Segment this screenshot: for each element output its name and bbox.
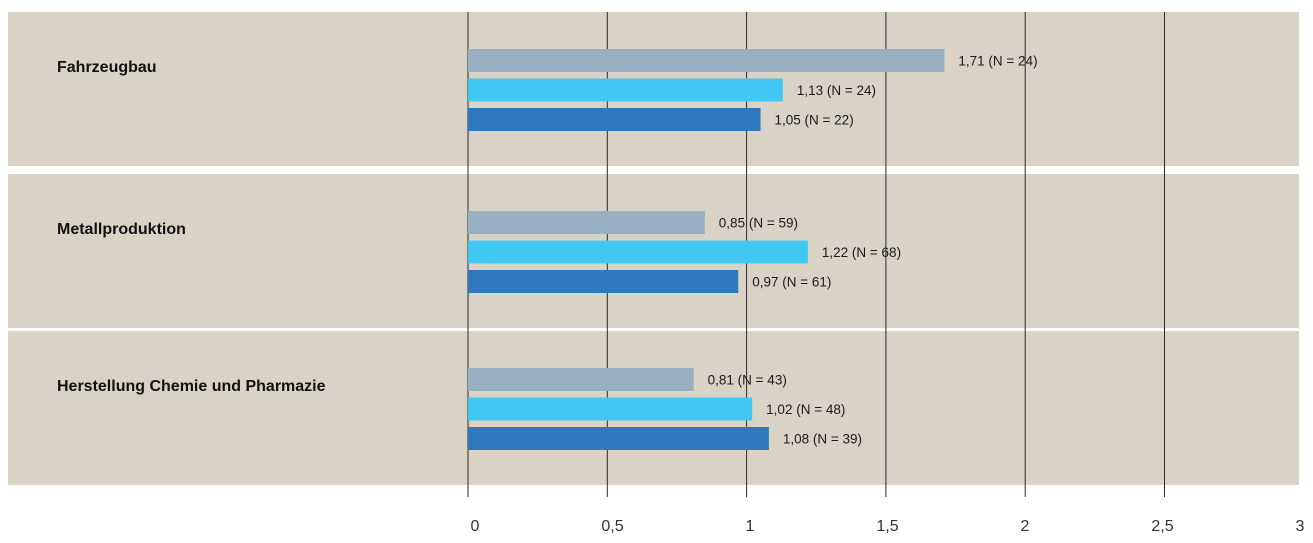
bar-herstellung-chemie-und-pharmazie-series-1 xyxy=(468,368,694,391)
x-tick-label: 3 xyxy=(1296,518,1305,535)
value-label: 0,81 (N = 43) xyxy=(708,373,787,388)
bar-fahrzeugbau-series-1 xyxy=(468,49,945,72)
x-axis-ticks: 0 0,5 1 1,5 2 2,5 3 xyxy=(471,518,1305,535)
x-tick-label: 1 xyxy=(746,518,755,535)
category-label: Metallproduktion xyxy=(57,221,186,238)
bar-metallproduktion-series-3 xyxy=(468,270,739,293)
x-tick-label: 2 xyxy=(1021,518,1030,535)
value-labels: 1,71 (N = 24) 1,13 (N = 24) 1,05 (N = 22) 0… xyxy=(708,54,1038,447)
x-tick-label: 0 xyxy=(471,518,480,535)
bar-herstellung-chemie-und-pharmazie-series-2 xyxy=(468,397,753,421)
value-label: 1,05 (N = 22) xyxy=(775,113,854,128)
value-label: 1,02 (N = 48) xyxy=(766,402,845,417)
bar-herstellung-chemie-und-pharmazie-series-3 xyxy=(468,427,769,450)
value-label: 1,13 (N = 24) xyxy=(797,83,876,98)
value-label: 1,71 (N = 24) xyxy=(958,54,1037,69)
value-label: 0,85 (N = 59) xyxy=(719,216,798,231)
value-label: 1,22 (N = 68) xyxy=(822,245,901,260)
category-label: Fahrzeugbau xyxy=(57,59,157,76)
bar-fahrzeugbau-series-3 xyxy=(468,108,761,131)
x-tick-label: 2,5 xyxy=(1151,518,1173,535)
bar-metallproduktion-series-2 xyxy=(468,240,808,264)
bar-fahrzeugbau-series-2 xyxy=(468,78,783,102)
bars xyxy=(468,49,945,450)
value-label: 0,97 (N = 61) xyxy=(752,275,831,290)
bar-metallproduktion-series-1 xyxy=(468,211,705,234)
x-tick-label: 0,5 xyxy=(601,518,623,535)
x-tick-label: 1,5 xyxy=(876,518,898,535)
value-label: 1,08 (N = 39) xyxy=(783,432,862,447)
category-label: Herstellung Chemie und Pharmazie xyxy=(57,378,326,395)
